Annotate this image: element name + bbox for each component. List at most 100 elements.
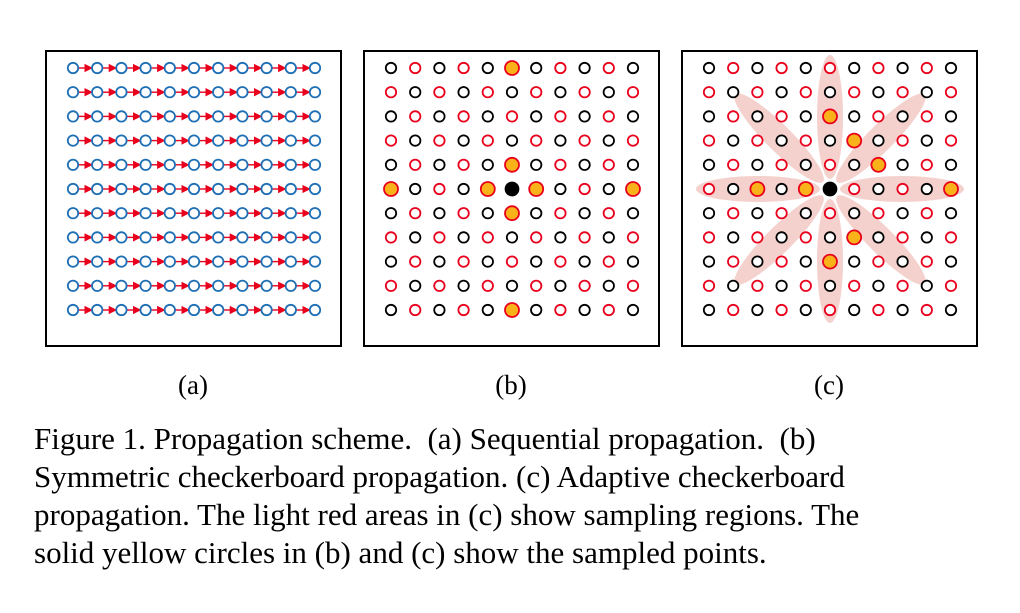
- panel-symmetric-checkerboard: [363, 50, 660, 347]
- pixel-circle: [284, 110, 297, 123]
- black-pixel-circle: [872, 86, 885, 99]
- black-pixel-circle: [896, 207, 909, 220]
- black-pixel-circle: [775, 279, 788, 292]
- sampled-point: [822, 253, 838, 270]
- black-pixel-circle: [384, 255, 398, 268]
- red-pixel-circle: [409, 158, 422, 171]
- red-pixel-circle: [848, 182, 861, 196]
- pixel-circle: [187, 182, 201, 196]
- red-pixel-circle: [554, 207, 567, 220]
- black-pixel-circle: [578, 255, 591, 268]
- red-pixel-circle: [799, 279, 812, 292]
- black-pixel-circle: [799, 303, 812, 317]
- black-pixel-circle: [554, 182, 567, 196]
- red-pixel-circle: [433, 279, 446, 292]
- black-pixel-circle: [554, 279, 567, 292]
- red-pixel-circle: [920, 61, 933, 75]
- black-pixel-circle: [751, 110, 764, 123]
- black-pixel-circle: [751, 61, 764, 75]
- red-pixel-circle: [896, 231, 909, 244]
- black-pixel-circle: [823, 86, 837, 99]
- pixel-circle: [66, 231, 80, 244]
- panel-frame: [45, 50, 342, 347]
- pixel-circle: [212, 61, 225, 75]
- black-pixel-circle: [944, 61, 958, 75]
- black-pixel-circle: [920, 134, 933, 147]
- black-pixel-circle: [944, 303, 958, 317]
- black-pixel-circle: [433, 303, 446, 317]
- sampled-point: [479, 181, 496, 197]
- black-pixel-circle: [457, 279, 470, 292]
- pixel-circle: [66, 182, 80, 196]
- red-pixel-circle: [944, 279, 958, 292]
- red-pixel-circle: [775, 303, 788, 317]
- pixel-circle: [187, 61, 201, 75]
- red-pixel-circle: [896, 279, 909, 292]
- black-pixel-circle: [505, 279, 519, 292]
- black-pixel-circle: [799, 158, 812, 171]
- black-pixel-circle: [823, 231, 837, 244]
- black-pixel-circle: [626, 255, 640, 268]
- red-pixel-circle: [944, 86, 958, 99]
- pixel-circle: [308, 255, 322, 268]
- black-pixel-circle: [751, 207, 764, 220]
- pixel-circle: [66, 86, 80, 99]
- pixel-circle: [236, 61, 249, 75]
- red-pixel-circle: [409, 110, 422, 123]
- black-pixel-circle: [727, 231, 740, 244]
- red-pixel-circle: [554, 61, 567, 75]
- black-pixel-circle: [848, 207, 861, 220]
- pixel-circle: [91, 86, 104, 99]
- pixel-circle: [139, 182, 152, 196]
- pixel-circle: [163, 110, 176, 123]
- black-pixel-circle: [727, 182, 740, 196]
- pixel-circle: [163, 231, 176, 244]
- pixel-circle: [308, 158, 322, 171]
- red-pixel-circle: [751, 134, 764, 147]
- panel-frame: [363, 50, 660, 347]
- pixel-circle: [163, 134, 176, 147]
- red-pixel-circle: [823, 158, 837, 171]
- pixel-circle: [139, 279, 152, 292]
- pixel-circle: [308, 86, 322, 99]
- red-pixel-circle: [872, 303, 885, 317]
- black-pixel-circle: [702, 255, 716, 268]
- red-pixel-circle: [775, 110, 788, 123]
- black-pixel-circle: [920, 86, 933, 99]
- red-pixel-circle: [530, 231, 543, 244]
- pixel-circle: [66, 61, 80, 75]
- black-pixel-circle: [848, 61, 861, 75]
- pixel-circle: [187, 86, 201, 99]
- black-pixel-circle: [481, 255, 494, 268]
- black-pixel-circle: [530, 207, 543, 220]
- red-pixel-circle: [823, 61, 837, 75]
- red-pixel-circle: [457, 110, 470, 123]
- pixel-circle: [308, 207, 322, 220]
- caption-line: Figure 1. Propagation scheme. (a) Sequen…: [34, 421, 816, 456]
- pixel-circle: [66, 255, 80, 268]
- pixel-circle: [91, 255, 104, 268]
- black-pixel-circle: [409, 231, 422, 244]
- pixel-circle: [212, 255, 225, 268]
- pixel-circle: [139, 86, 152, 99]
- pixel-circle: [187, 207, 201, 220]
- pixel-circle: [115, 134, 128, 147]
- black-pixel-circle: [702, 158, 716, 171]
- pixel-circle: [236, 231, 249, 244]
- red-pixel-circle: [702, 86, 716, 99]
- red-pixel-circle: [626, 86, 640, 99]
- black-pixel-circle: [384, 61, 398, 75]
- red-pixel-circle: [702, 182, 716, 196]
- sampled-point: [822, 108, 838, 125]
- black-pixel-circle: [823, 134, 837, 147]
- pixel-circle: [187, 279, 201, 292]
- pixel-circle: [284, 303, 297, 317]
- pixel-circle: [139, 110, 152, 123]
- black-pixel-circle: [896, 255, 909, 268]
- black-pixel-circle: [896, 110, 909, 123]
- black-pixel-circle: [481, 207, 494, 220]
- red-pixel-circle: [727, 158, 740, 171]
- sampled-point: [846, 132, 863, 149]
- sampled-point: [383, 181, 399, 197]
- sampled-point: [504, 205, 520, 222]
